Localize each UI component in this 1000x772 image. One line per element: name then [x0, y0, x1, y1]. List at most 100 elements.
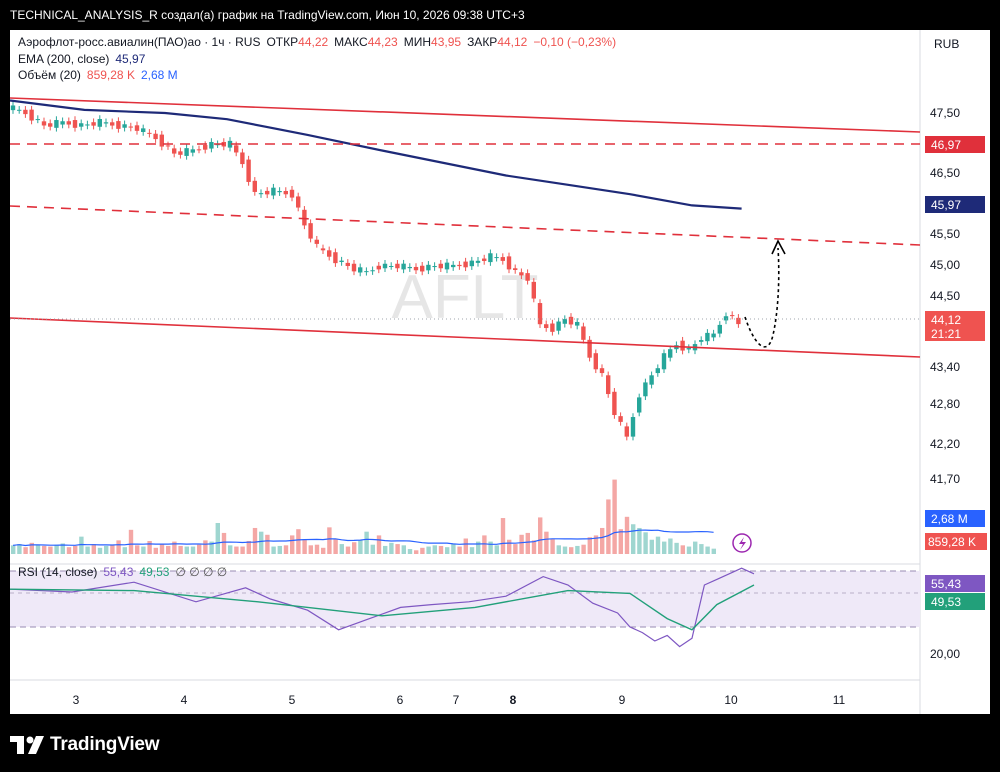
volume-bar [649, 539, 654, 554]
candle-body [531, 281, 536, 299]
volume-ma-line [12, 529, 714, 547]
resistance-line[interactable] [9, 97, 921, 133]
volume-bar [438, 545, 444, 554]
candle-body [17, 109, 22, 111]
candle-body [649, 375, 654, 385]
legend-open-label: ОТКР [266, 35, 298, 49]
legend-rsi-ma-value: 49,53 [139, 565, 169, 579]
volume-bar [569, 547, 574, 554]
volume-bar [166, 545, 171, 554]
volume-bar [79, 536, 84, 554]
volume-bar [240, 546, 245, 554]
candle-body [661, 353, 667, 370]
volume-bar [693, 541, 698, 554]
candle-body [432, 266, 437, 268]
volume-bar [153, 547, 158, 554]
currency-label[interactable]: RUB [934, 37, 959, 51]
volume-bar [60, 543, 65, 554]
legend-open-value: 44,22 [298, 35, 328, 49]
legend-ema-label: EMA (200, close) [18, 52, 109, 66]
candle-body [296, 196, 301, 208]
volume-bar [513, 544, 518, 554]
volume-bar [600, 527, 605, 554]
price-tick: 45,00 [930, 258, 960, 272]
volume-bar [488, 541, 493, 554]
volume-bar [538, 517, 543, 554]
price-tick: 41,70 [930, 472, 960, 486]
candle-body [252, 180, 257, 192]
candle-body [240, 152, 245, 165]
volume-bar [259, 531, 264, 554]
chart-area[interactable]: AFLT Аэрофлот-росс.ав [9, 30, 990, 714]
price-tick: 45,50 [930, 227, 960, 241]
lightning-icon[interactable] [732, 533, 752, 553]
volume-bar [494, 545, 499, 554]
volume-bar [432, 545, 437, 554]
candle-body [358, 267, 363, 273]
volume-bar [327, 527, 332, 554]
candle-body [513, 268, 518, 271]
volume-bar [544, 531, 549, 554]
dashed-channel-line[interactable] [9, 205, 921, 246]
support-line[interactable] [9, 317, 921, 358]
candle-body [48, 123, 53, 127]
volume-bar [414, 550, 419, 554]
volume-bar [85, 546, 90, 554]
volume-bar [215, 523, 220, 554]
candle-body [556, 321, 561, 331]
legend-volume-label: Объём (20) [18, 68, 81, 82]
projection-path [744, 247, 780, 348]
volume-bar [376, 535, 382, 554]
candle-body [413, 266, 419, 271]
volume-bar [575, 545, 580, 554]
volume-bar [97, 547, 103, 554]
time-tick: 4 [181, 693, 188, 707]
candle-body [494, 257, 499, 259]
volume-bar [147, 540, 152, 554]
candle-body [544, 324, 549, 329]
candle-body [606, 375, 611, 395]
rsi-ma-line [9, 584, 755, 631]
candle-body [289, 189, 295, 198]
candle-body [178, 151, 183, 155]
legend-close-label: ЗАКР [467, 35, 497, 49]
volume-bar [271, 546, 276, 554]
volume-bar [643, 532, 648, 554]
ema-badge-bg [925, 196, 985, 213]
volume-bar [209, 541, 214, 554]
volume-bar [302, 539, 307, 554]
candle-body [110, 122, 115, 126]
candle-body [599, 368, 605, 374]
time-tick: 3 [73, 693, 80, 707]
candle-body [469, 260, 474, 267]
candle-body [35, 119, 40, 121]
candle-body [103, 122, 109, 124]
volume-bar [104, 545, 109, 554]
legend-low-label: МИН [404, 35, 431, 49]
time-tick: 7 [453, 693, 460, 707]
candle-body [699, 340, 704, 342]
tradingview-logo[interactable]: TradingView [10, 732, 160, 758]
volume-bar [321, 547, 326, 554]
volume-ma-badge-bg [925, 510, 985, 527]
volume-bar [407, 549, 413, 554]
candle-body [265, 190, 270, 195]
volume-bar [711, 548, 716, 554]
volume-bar [17, 544, 22, 554]
legend-high-value: 44,23 [368, 35, 398, 49]
candle-body [575, 321, 580, 326]
price-tick: 44,50 [930, 289, 960, 303]
time-tick: 6 [397, 693, 404, 707]
chart-svg[interactable]: AFLT Аэрофлот-росс.ав [9, 30, 990, 714]
legend-high-label: МАКС [334, 35, 368, 49]
ema-badge: 45,97 [931, 198, 961, 212]
volume-bar [178, 545, 183, 554]
volume-bar [197, 544, 202, 554]
time-axis[interactable]: 3 4 5 6 7 8 9 10 11 [73, 693, 846, 707]
candle-body [643, 382, 648, 397]
candle-body [333, 252, 338, 264]
volume-bar [445, 547, 450, 554]
volume-bar [290, 535, 295, 554]
price-axis[interactable]: 47,50 46,50 45,50 45,00 44,50 43,40 42,8… [930, 106, 960, 661]
